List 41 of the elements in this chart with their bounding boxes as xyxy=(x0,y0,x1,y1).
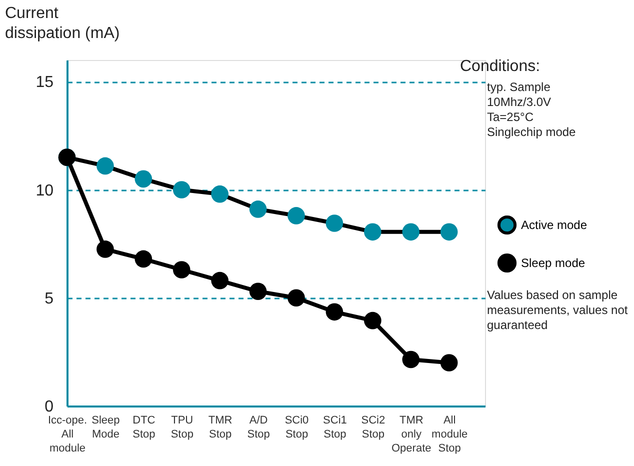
point xyxy=(134,170,152,188)
y-tick-label: 10 xyxy=(36,182,54,200)
point xyxy=(96,157,114,175)
point xyxy=(402,223,420,241)
point xyxy=(211,185,228,203)
point xyxy=(440,223,458,241)
x-tick-label: DTC Stop xyxy=(132,414,156,440)
point xyxy=(288,207,305,224)
point xyxy=(364,312,382,330)
point xyxy=(364,223,382,241)
point xyxy=(249,200,267,218)
x-tick-label: Icc-ope. All module xyxy=(48,414,88,454)
text: Values based on sample measurements, values not guaranteed xyxy=(487,288,628,332)
point xyxy=(211,272,228,290)
y-axis-title: Current dissipation (mA) xyxy=(5,5,120,42)
y-tick-label: 15 xyxy=(36,74,54,92)
text: typ. Sample 10Mhz/3.0V Ta=25°C Singlechip mode xyxy=(487,80,576,139)
legend-label: Active mode xyxy=(521,218,588,232)
annotation: Conditions: xyxy=(460,58,540,75)
y-tick-label: 5 xyxy=(44,290,54,308)
x-tick-label: A/D Stop xyxy=(247,414,270,440)
x-tick-label: SCi0 Stop xyxy=(284,414,309,440)
point xyxy=(288,289,305,307)
point xyxy=(326,214,344,232)
y-tick-label: 0 xyxy=(44,398,54,416)
x-tick-label: SCi2 Stop xyxy=(361,414,386,440)
x-tick-label: TPU Stop xyxy=(170,414,194,440)
x-tick-label: Sleep Mode xyxy=(92,414,120,440)
x-tick-label: All module Stop xyxy=(432,414,468,454)
x-tick-label: TMR Stop xyxy=(208,414,232,440)
legend-label: Sleep mode xyxy=(521,256,586,270)
point xyxy=(172,261,190,278)
x-tick-label: SCi1 Stop xyxy=(323,414,347,440)
point xyxy=(440,354,458,372)
point xyxy=(402,350,420,368)
point xyxy=(96,240,114,258)
point xyxy=(172,181,190,198)
x-tick-label: TMR only Operate xyxy=(392,414,432,454)
point xyxy=(326,303,344,321)
point xyxy=(249,282,267,300)
point xyxy=(134,250,152,268)
